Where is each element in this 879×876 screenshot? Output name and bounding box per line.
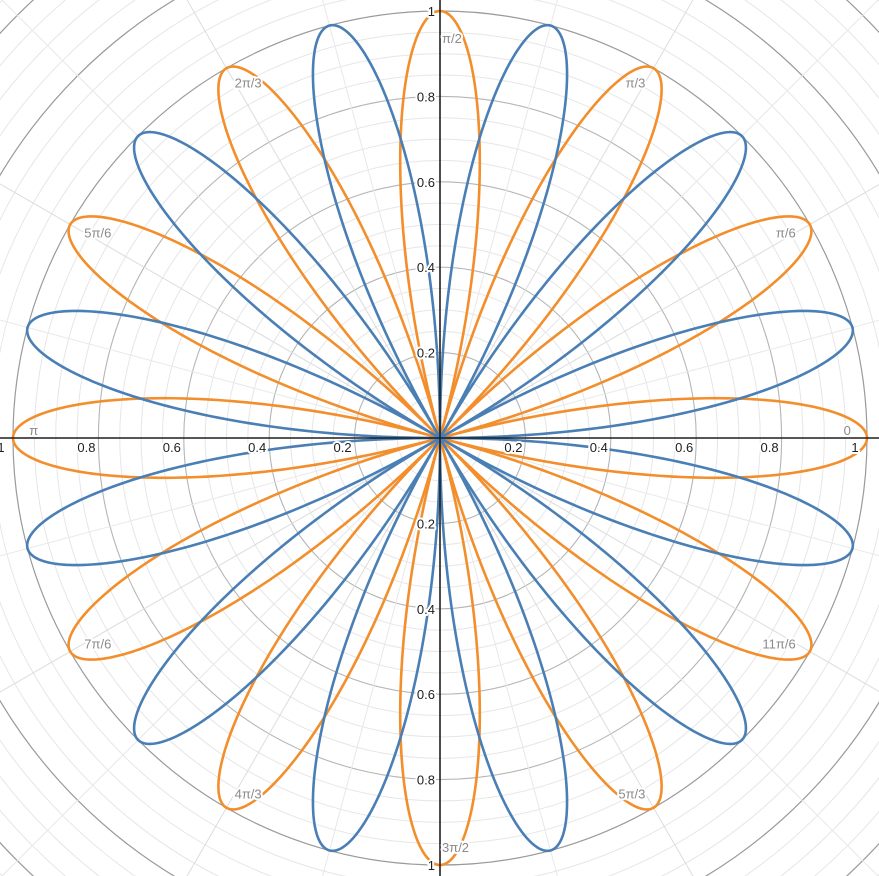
angle-spoke xyxy=(439,0,694,439)
labels: 0.2 0.2 0.2 0.2 0.4 0.4 0.4 0.4 0.6 0.6 0.6 0.6 0.8 0… xyxy=(0,2,861,875)
angle-label: 5π/3 xyxy=(618,787,645,802)
y-tick-label: 0.2 xyxy=(417,346,435,361)
angle-spoke xyxy=(0,319,441,439)
angle-label: 7π/6 xyxy=(84,636,111,651)
y-tick-label: 0.4 xyxy=(417,260,435,275)
angle-spoke xyxy=(439,437,879,693)
angle-spoke xyxy=(439,0,879,439)
y-tick-label: 0.6 xyxy=(417,687,435,702)
angle-spoke xyxy=(322,0,441,439)
x-tick-label: 0.2 xyxy=(504,440,522,455)
y-tick-label: 1 xyxy=(428,4,435,19)
angle-label: 11π/6 xyxy=(762,636,795,651)
angle-label: 3π/2 xyxy=(442,840,469,855)
angle-spoke xyxy=(439,319,879,439)
angle-label: π xyxy=(29,423,38,438)
angle-label: π/3 xyxy=(626,75,646,90)
angle-spoke xyxy=(439,437,558,876)
angle-spoke xyxy=(439,437,694,876)
y-tick-label: 0.2 xyxy=(417,516,435,531)
angle-spoke xyxy=(322,437,441,876)
x-tick-label: 0.4 xyxy=(590,440,608,455)
angle-spoke xyxy=(0,437,441,693)
angle-label: π/6 xyxy=(776,226,796,241)
angle-label: 0 xyxy=(844,423,851,438)
angle-label: π/2 xyxy=(442,31,462,46)
x-tick-label: 1 xyxy=(851,440,858,455)
y-tick-label: 0.6 xyxy=(417,175,435,190)
x-tick-label: 0.8 xyxy=(761,440,779,455)
angle-spoke xyxy=(186,0,441,439)
y-tick-label: 0.8 xyxy=(417,89,435,104)
angle-spoke xyxy=(1,0,441,439)
angle-spoke xyxy=(186,437,441,876)
x-tick-label: 0.2 xyxy=(334,440,352,455)
x-tick-label: 1 xyxy=(0,440,5,455)
angle-label: 2π/3 xyxy=(235,75,262,90)
angle-spoke xyxy=(0,437,441,557)
y-tick-label: 0.4 xyxy=(417,602,435,617)
x-tick-label: 0.6 xyxy=(163,440,181,455)
angle-spoke xyxy=(439,437,879,557)
y-tick-label: 1 xyxy=(428,858,435,873)
y-tick-label: 0.8 xyxy=(417,773,435,788)
angle-spoke xyxy=(439,183,879,439)
x-tick-label: 0.6 xyxy=(675,440,693,455)
angle-label: 5π/6 xyxy=(84,226,111,241)
x-tick-label: 0.8 xyxy=(77,440,95,455)
angle-spoke xyxy=(439,0,558,439)
x-tick-label: 0.4 xyxy=(248,440,266,455)
angle-spoke xyxy=(1,437,441,876)
angle-label: 4π/3 xyxy=(235,787,262,802)
angle-spoke xyxy=(0,183,441,439)
angle-spoke xyxy=(439,437,879,876)
